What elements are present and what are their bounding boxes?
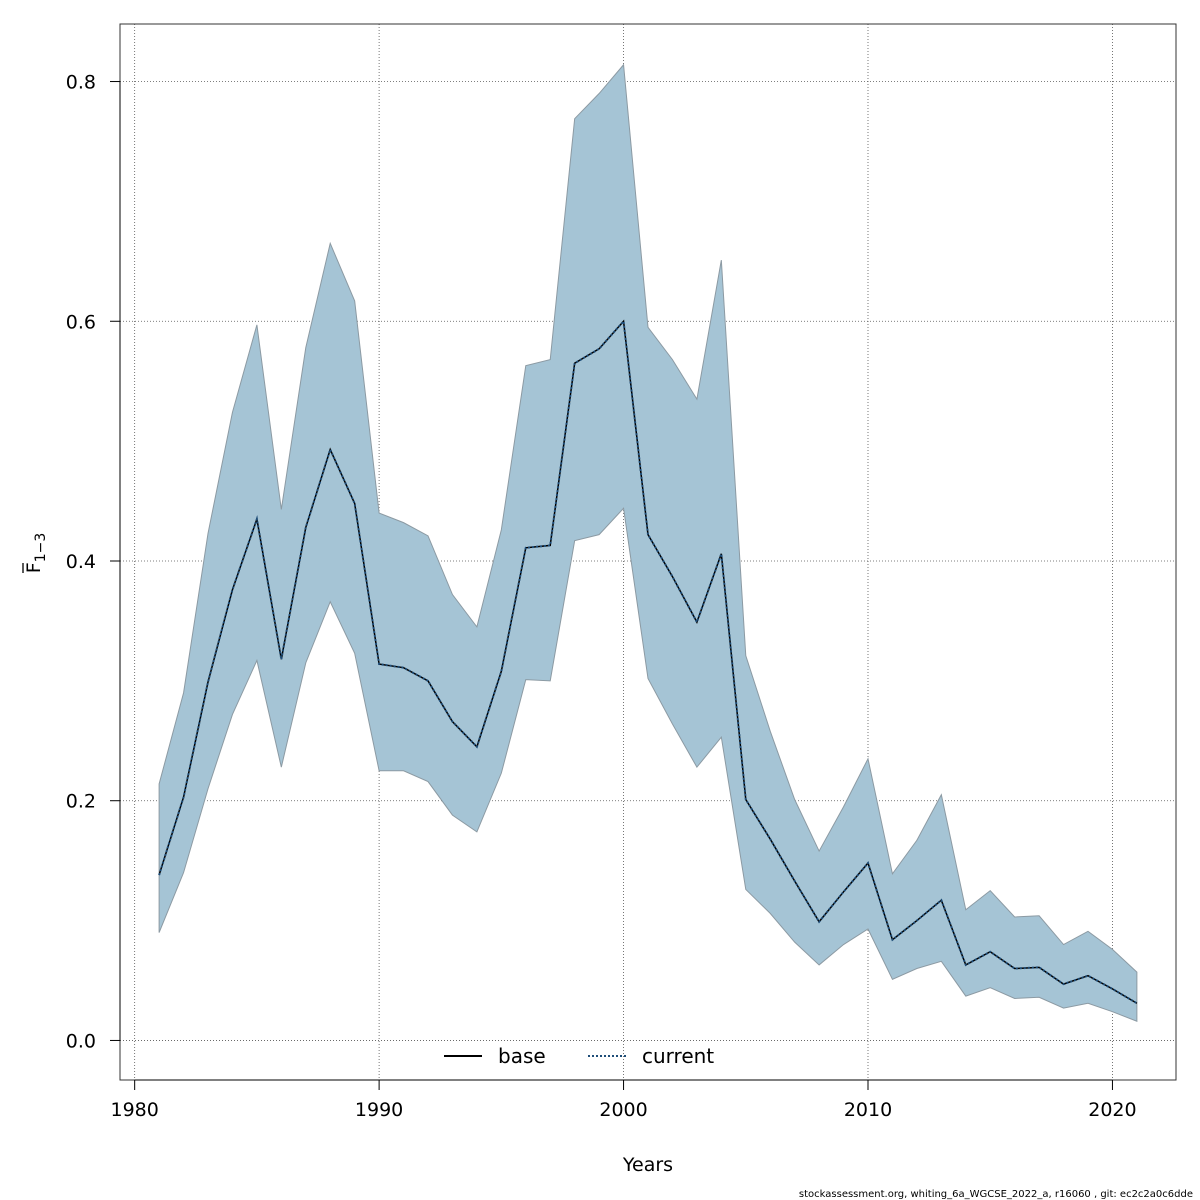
legend-label-base: base [498,1044,546,1068]
y-axis-title: F1−3 [22,533,49,573]
y-axis-title-main: F [23,562,45,573]
y-tick-label: 0.8 [66,72,96,94]
y-axis-title-sub: 1−3 [33,533,49,563]
y-tick-label: 0.4 [66,551,96,573]
legend-label-current: current [642,1044,714,1068]
y-tick-label: 0.2 [66,791,96,813]
svg-text:F1−3: F1−3 [23,533,49,573]
confidence-band-layer [158,63,1138,1023]
x-tick-label: 2010 [844,1099,892,1121]
x-tick-label: 2000 [599,1099,647,1121]
confidence-band [158,63,1138,1023]
x-tick-label: 1980 [110,1099,158,1121]
legend: base current [444,1044,714,1068]
y-tick-label: 0.0 [66,1030,96,1052]
footer-text: stockassessment.org, whiting_6a_WGCSE_20… [799,1189,1193,1200]
x-tick-label: 2020 [1088,1099,1136,1121]
x-tick-label: 1990 [355,1099,403,1121]
axes: 1980 1990 2000 2010 2020 0.0 0.2 0.4 0.6 0.8 [66,72,1137,1121]
series-line-current [158,318,1138,1005]
x-axis-title: Years [622,1154,673,1176]
y-tick-label: 0.6 [66,311,96,333]
series-layer [158,318,1138,1005]
